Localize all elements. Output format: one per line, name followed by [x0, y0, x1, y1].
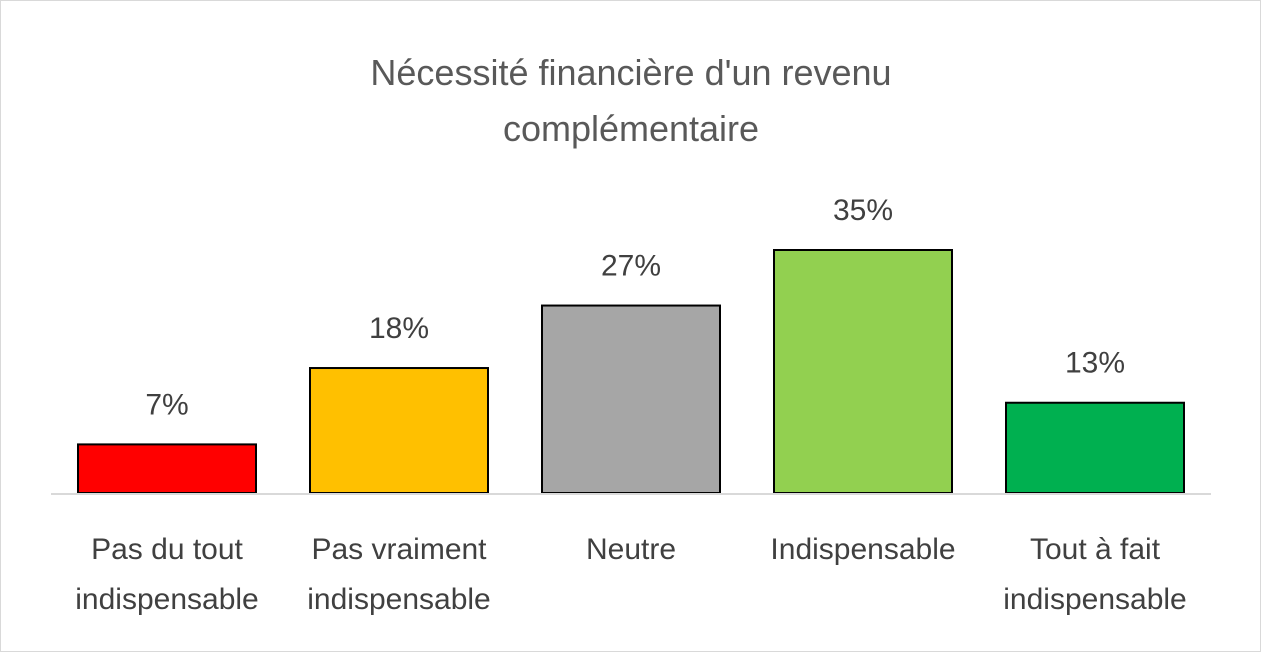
bar [541, 304, 721, 494]
category-label: Neutre [586, 533, 676, 566]
data-labels: 7% 18% 27% 35% 13% [145, 194, 1125, 421]
bar [77, 443, 257, 494]
chart-title-line: Nécessité financière d'un revenu [370, 52, 891, 93]
data-label: 27% [601, 250, 661, 283]
category-labels: Pas du tout indispensable Pas vraiment indi… [75, 533, 1186, 616]
category-label: Pas du tout [91, 533, 243, 566]
category-label: indispensable [75, 583, 258, 616]
data-label: 7% [145, 388, 188, 421]
bar [1005, 401, 1185, 494]
bars [77, 249, 1185, 494]
data-label: 18% [369, 312, 429, 345]
bar [773, 249, 953, 494]
data-label: 13% [1065, 347, 1125, 380]
category-label: indispensable [307, 583, 490, 616]
category-label: Tout à fait [1030, 533, 1161, 566]
category-label: Indispensable [770, 533, 955, 566]
data-label: 35% [833, 194, 893, 227]
chart-title: Nécessité financière d'un revenu compléme… [370, 52, 891, 149]
category-label: Pas vraiment [311, 533, 487, 566]
category-label: indispensable [1003, 583, 1186, 616]
bar [309, 367, 489, 494]
chart-title-line: complémentaire [503, 108, 759, 149]
